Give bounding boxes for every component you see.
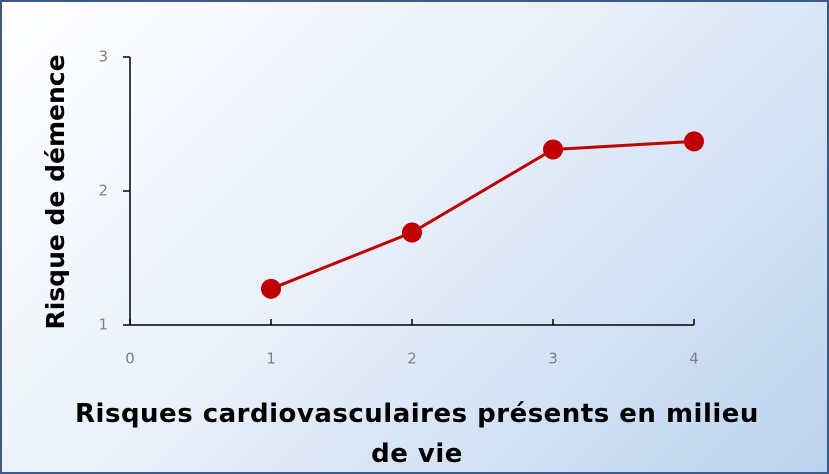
point <box>684 131 704 152</box>
x-tick-label: 4 <box>689 350 699 368</box>
y-tick-label: 1 <box>98 316 108 334</box>
point <box>543 139 563 160</box>
x-tick-label: 2 <box>407 350 417 368</box>
x-axis-title: Risques cardiovasculaires présents en mi… <box>75 399 759 469</box>
line <box>270 139 695 291</box>
point <box>261 278 281 299</box>
y-tick-label: 2 <box>98 182 108 200</box>
x-tick-label: 3 <box>548 350 558 368</box>
x-tick-label: 1 <box>266 350 276 368</box>
point <box>402 222 422 243</box>
y-tick-label: 3 <box>98 48 108 66</box>
y-axis-title: Risque de démence <box>41 54 70 329</box>
x-tick-label: 0 <box>125 350 135 368</box>
